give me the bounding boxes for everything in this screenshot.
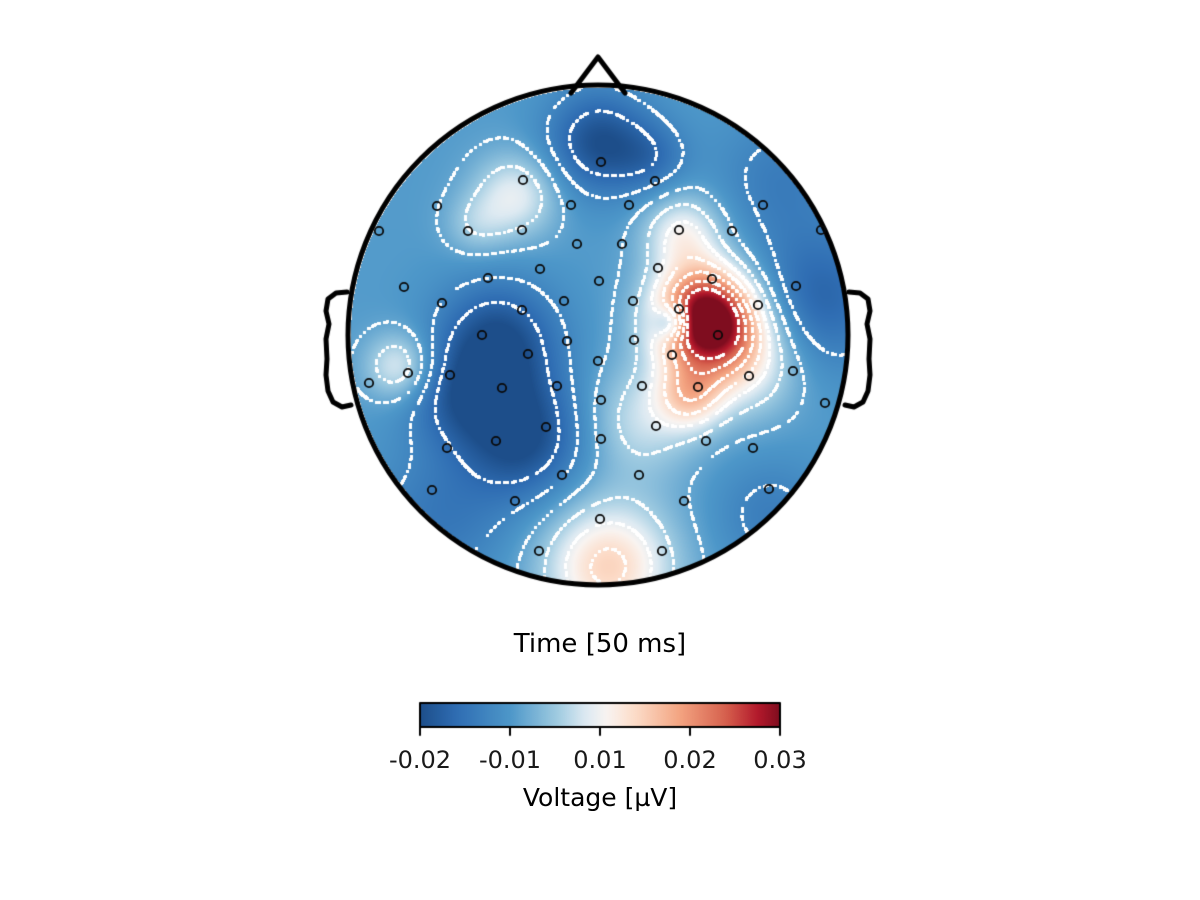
colorbar-tick-label: 0.02 bbox=[663, 746, 717, 774]
colorbar-axis-label: Voltage [µV] bbox=[522, 783, 678, 812]
colorbar-tick-label: 0.03 bbox=[753, 746, 807, 774]
plot-title: Time [50 ms] bbox=[513, 629, 687, 659]
colorbar-tick-label: -0.01 bbox=[478, 746, 542, 774]
colorbar-tick-label: -0.02 bbox=[388, 746, 452, 774]
colorbar-tick-label: 0.01 bbox=[573, 746, 627, 774]
